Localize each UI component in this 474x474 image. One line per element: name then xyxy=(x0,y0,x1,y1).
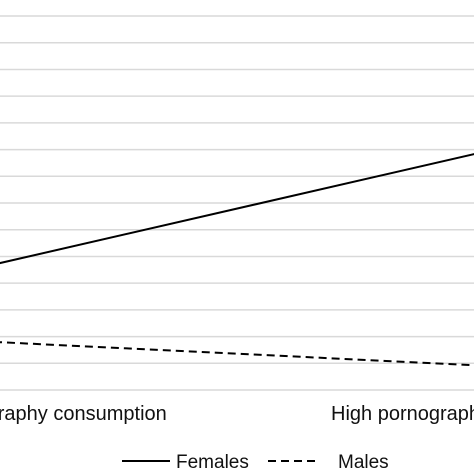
legend: Females Males xyxy=(122,452,389,473)
x-axis: Low pornography consumption High pornogr… xyxy=(0,403,474,425)
legend-label-females: Females xyxy=(176,452,249,473)
series-line-females xyxy=(0,153,474,265)
series-lines xyxy=(0,153,474,367)
gridlines xyxy=(0,15,474,391)
legend-label-males: Males xyxy=(338,452,389,473)
x-tick-label-high: High pornography consumption xyxy=(331,403,474,425)
series-line-males xyxy=(0,341,474,367)
x-tick-label-low: Low pornography consumption xyxy=(0,403,167,425)
